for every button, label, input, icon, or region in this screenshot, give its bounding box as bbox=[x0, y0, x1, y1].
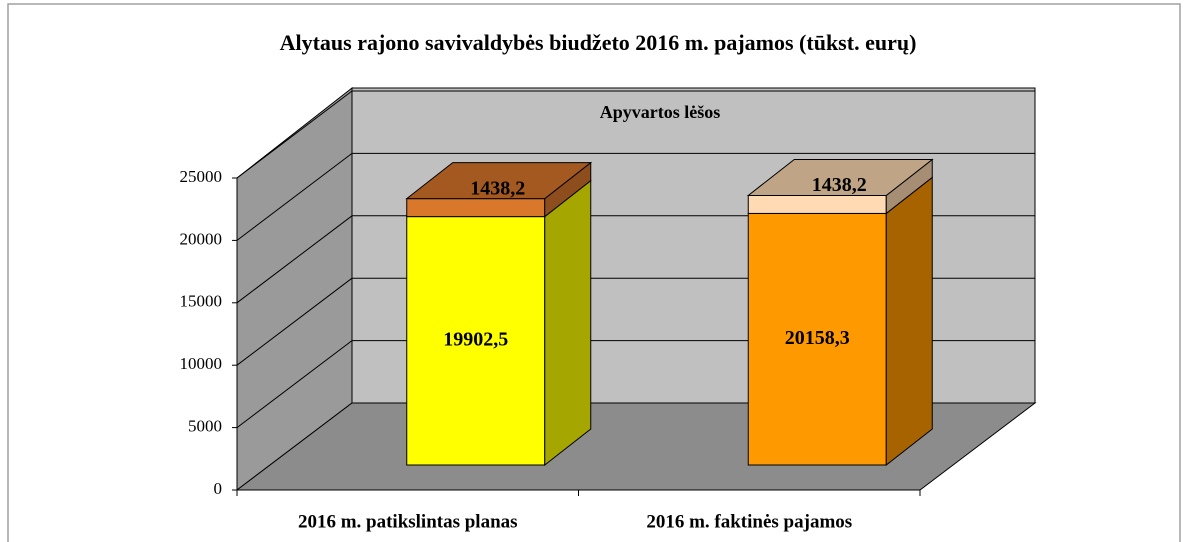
y-tick-label: 10000 bbox=[180, 354, 223, 373]
bar-top bbox=[746, 158, 934, 196]
grid-line bbox=[236, 215, 353, 304]
y-tick-label: 5000 bbox=[188, 417, 222, 436]
value-label: 1438,2 bbox=[812, 174, 867, 196]
x-tick-label: 2016 m. faktinės pajamos bbox=[646, 511, 852, 532]
bar-side bbox=[544, 179, 592, 467]
grid-line bbox=[236, 340, 353, 428]
grid-line bbox=[236, 90, 353, 179]
value-label: 19902,5 bbox=[443, 328, 508, 350]
y-tick-label: 0 bbox=[214, 479, 223, 498]
grid-line bbox=[236, 153, 353, 241]
annotation: Apyvartos lėšos bbox=[600, 102, 721, 122]
bar-front bbox=[747, 194, 887, 214]
bar-front bbox=[406, 216, 546, 466]
grid-line bbox=[236, 277, 353, 366]
bar-front bbox=[747, 212, 887, 466]
bar-side bbox=[885, 176, 933, 467]
bar-front bbox=[406, 198, 546, 218]
y-tick-label: 20000 bbox=[180, 229, 223, 248]
y-tick-label: 15000 bbox=[180, 292, 223, 311]
value-label: 20158,3 bbox=[785, 327, 850, 349]
chart-title: Alytaus rajono savivaldybės biudžeto 201… bbox=[280, 30, 917, 55]
y-tick-label: 25000 bbox=[180, 167, 223, 186]
value-label: 1438,2 bbox=[470, 177, 525, 199]
bar-top bbox=[405, 162, 593, 200]
x-tick-label: 2016 m. patikslintas planas bbox=[298, 511, 518, 532]
